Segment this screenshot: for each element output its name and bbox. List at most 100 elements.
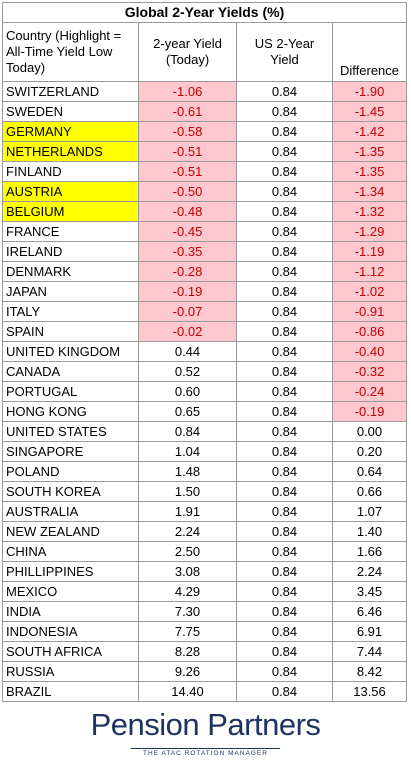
value-cell: 1.50 [138,481,237,502]
data-row: PORTUGAL 0.60 0.84 -0.24 [2,381,408,402]
value-cell: -0.07 [138,301,237,322]
country-cell: CHINA [2,541,139,562]
data-row: INDIA 7.30 0.84 6.46 [2,601,408,622]
value-cell: -1.45 [331,101,408,122]
data-row: MEXICO 4.29 0.84 3.45 [2,581,408,602]
value-cell: -1.02 [331,281,408,302]
value-cell: 0.84 [236,361,333,382]
value-cell: 8.28 [138,641,237,662]
data-row: JAPAN -0.19 0.84 -1.02 [2,281,408,302]
value-cell: 0.84 [236,541,333,562]
value-cell: 0.84 [236,301,333,322]
value-cell: 2.24 [331,561,408,582]
data-row: IRELAND -0.35 0.84 -1.19 [2,241,408,262]
country-cell: INDIA [2,601,139,622]
value-cell: -0.02 [138,321,237,342]
value-cell: 0.84 [236,581,333,602]
value-cell: -0.86 [331,321,408,342]
country-cell: NEW ZEALAND [2,521,139,542]
value-cell: -1.34 [331,181,408,202]
value-cell: 0.84 [236,161,333,182]
country-cell: BRAZIL [2,681,139,702]
country-cell: POLAND [2,461,139,482]
data-row: NETHERLANDS -0.51 0.84 -1.35 [2,141,408,162]
value-cell: 2.50 [138,541,237,562]
value-cell: 0.84 [236,421,333,442]
value-cell: -1.06 [138,81,237,102]
value-cell: 0.00 [331,421,408,442]
value-cell: 0.52 [138,361,237,382]
value-cell: 9.26 [138,661,237,682]
country-cell: JAPAN [2,281,139,302]
country-cell: DENMARK [2,261,139,282]
value-cell: 7.30 [138,601,237,622]
value-cell: 0.84 [236,261,333,282]
value-cell: 0.84 [236,641,333,662]
value-cell: -0.35 [138,241,237,262]
value-cell: 0.84 [236,101,333,122]
value-cell: 0.84 [236,221,333,242]
value-cell: 0.44 [138,341,237,362]
value-cell: -1.35 [331,141,408,162]
country-cell: UNITED STATES [2,421,139,442]
value-cell: 0.84 [236,521,333,542]
country-cell: ITALY [2,301,139,322]
data-row: BELGIUM -0.48 0.84 -1.32 [2,201,408,222]
logo-name: Pension Partners [90,707,321,742]
country-cell: AUSTRIA [2,181,139,202]
value-cell: -0.58 [138,121,237,142]
value-cell: -0.45 [138,221,237,242]
title-row: Global 2-Year Yields (%) [1,2,408,23]
value-cell: 0.84 [236,601,333,622]
data-row: SINGAPORE 1.04 0.84 0.20 [2,441,408,462]
value-cell: 4.29 [138,581,237,602]
value-cell: 0.64 [331,461,408,482]
value-cell: -1.12 [331,261,408,282]
data-row: CHINA 2.50 0.84 1.66 [2,541,408,562]
country-cell: UNITED KINGDOM [2,341,139,362]
data-row: POLAND 1.48 0.84 0.64 [2,461,408,482]
country-cell: PHILLIPPINES [2,561,139,582]
value-cell: 1.07 [331,501,408,522]
value-cell: -0.24 [331,381,408,402]
country-cell: FINLAND [2,161,139,182]
country-cell: INDONESIA [2,621,139,642]
value-cell: 0.84 [236,401,333,422]
data-row: FRANCE -0.45 0.84 -1.29 [2,221,408,242]
value-cell: -0.48 [138,201,237,222]
country-cell: SOUTH AFRICA [2,641,139,662]
country-cell: SOUTH KOREA [2,481,139,502]
value-cell: 0.84 [236,461,333,482]
header-cell: Country (Highlight = All-Time Yield Low … [2,22,139,82]
data-row: RUSSIA 9.26 0.84 8.42 [2,661,408,682]
data-row: UNITED STATES 0.84 0.84 0.00 [2,421,408,442]
country-cell: BELGIUM [2,201,139,222]
value-cell: 0.84 [236,341,333,362]
value-cell: 14.40 [138,681,237,702]
data-row: UNITED KINGDOM 0.44 0.84 -0.40 [2,341,408,362]
value-cell: 0.84 [236,81,333,102]
data-row: DENMARK -0.28 0.84 -1.12 [2,261,408,282]
data-row: FINLAND -0.51 0.84 -1.35 [2,161,408,182]
value-cell: 13.56 [331,681,408,702]
country-cell: HONG KONG [2,401,139,422]
value-cell: 0.84 [236,661,333,682]
value-cell: -0.40 [331,341,408,362]
data-row: CANADA 0.52 0.84 -0.32 [2,361,408,382]
data-row: SWITZERLAND -1.06 0.84 -1.90 [2,81,408,102]
country-cell: MEXICO [2,581,139,602]
country-cell: GERMANY [2,121,139,142]
data-row: AUSTRIA -0.50 0.84 -1.34 [2,181,408,202]
value-cell: 0.84 [236,201,333,222]
value-cell: 0.60 [138,381,237,402]
country-cell: IRELAND [2,241,139,262]
value-cell: 6.46 [331,601,408,622]
value-cell: -1.42 [331,121,408,142]
value-cell: -0.32 [331,361,408,382]
value-cell: 1.48 [138,461,237,482]
country-cell: CANADA [2,361,139,382]
value-cell: 0.84 [236,381,333,402]
value-cell: 3.08 [138,561,237,582]
table-body: Global 2-Year Yields (%) Country (Highli… [1,2,408,702]
